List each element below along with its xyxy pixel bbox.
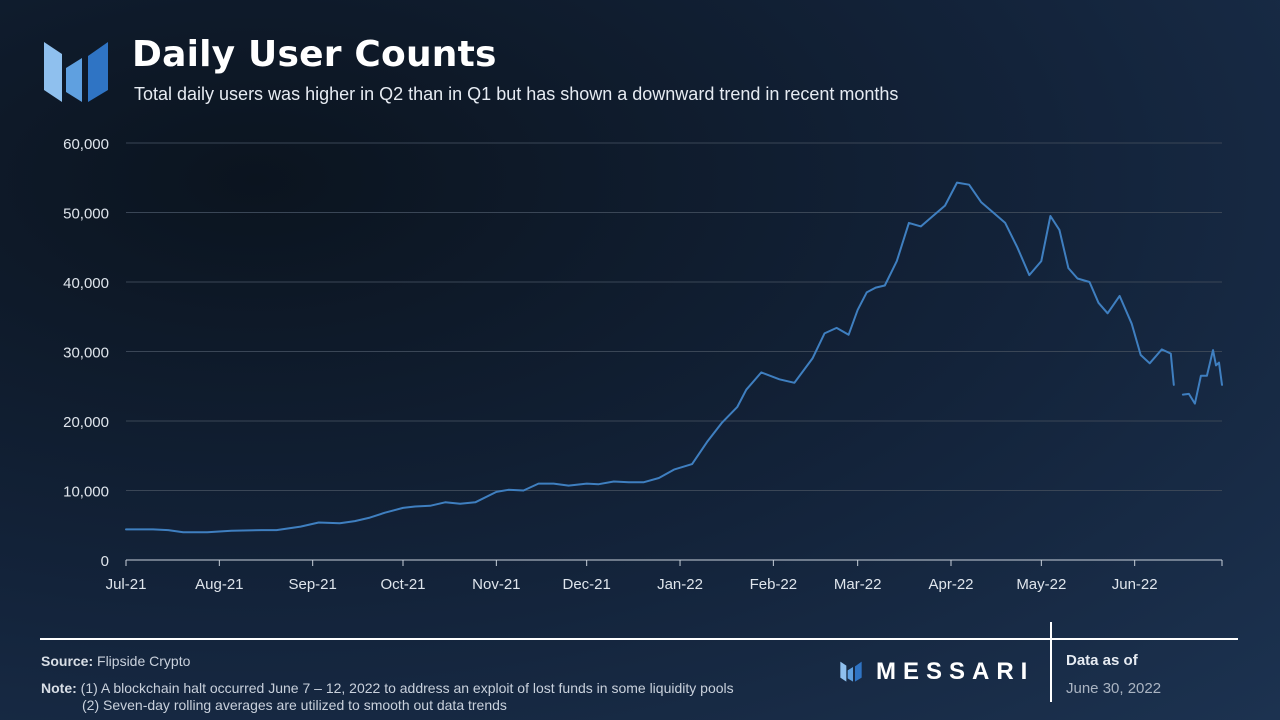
x-tick-label: Apr-22 [928, 576, 973, 593]
note-line-1: (1) A blockchain halt occurred June 7 – … [80, 680, 734, 696]
data-as-of-date: June 30, 2022 [1066, 680, 1162, 697]
x-tick-label: Feb-22 [750, 576, 798, 593]
notes: Note: (1) A blockchain halt occurred Jun… [41, 680, 734, 714]
messari-brand: MESSARI [838, 658, 1034, 686]
messari-wordmark: MESSARI [876, 658, 1035, 685]
x-tick-label: Dec-21 [563, 576, 611, 593]
series-line-daily-users [125, 181, 1223, 534]
messari-logo-icon [44, 42, 108, 102]
messari-brand-icon [840, 661, 862, 682]
x-tick-label: Sep-21 [288, 576, 336, 593]
x-tick-label: Oct-21 [381, 576, 426, 593]
x-tick-label: Jun-22 [1112, 576, 1158, 593]
x-tick-label: Nov-21 [472, 576, 520, 593]
x-tick-label: May-22 [1016, 576, 1066, 593]
y-tick-label: 30,000 [63, 345, 109, 362]
footer-vertical-divider [1050, 622, 1052, 702]
x-tick-label: Aug-21 [195, 576, 243, 593]
x-tick-label: Jan-22 [657, 576, 703, 593]
page-subtitle: Total daily users was higher in Q2 than … [134, 84, 899, 104]
source-line: Source: Flipside Crypto [41, 653, 190, 669]
y-tick-label: 50,000 [63, 206, 109, 223]
y-tick-label: 60,000 [63, 136, 109, 153]
x-tick-label: Jul-21 [106, 576, 147, 593]
x-tick-label: Mar-22 [834, 576, 882, 593]
source-value: Flipside Crypto [97, 653, 191, 669]
y-tick-label: 0 [101, 553, 109, 570]
note-label: Note: [41, 680, 77, 696]
source-label: Source: [41, 653, 94, 669]
daily-users-line-chart: 60,000 50,000 40,000 30,000 20,000 10,000 0 Jul… [63, 136, 1223, 593]
y-tick-label: 10,000 [63, 484, 109, 501]
data-as-of-label: Data as of [1066, 652, 1138, 669]
y-tick-label: 20,000 [63, 414, 109, 431]
footer-divider [40, 638, 1238, 640]
note-line-2: (2) Seven-day rolling averages are utili… [82, 697, 507, 713]
page-title: Daily User Counts [132, 34, 497, 75]
y-tick-label: 40,000 [63, 275, 109, 292]
